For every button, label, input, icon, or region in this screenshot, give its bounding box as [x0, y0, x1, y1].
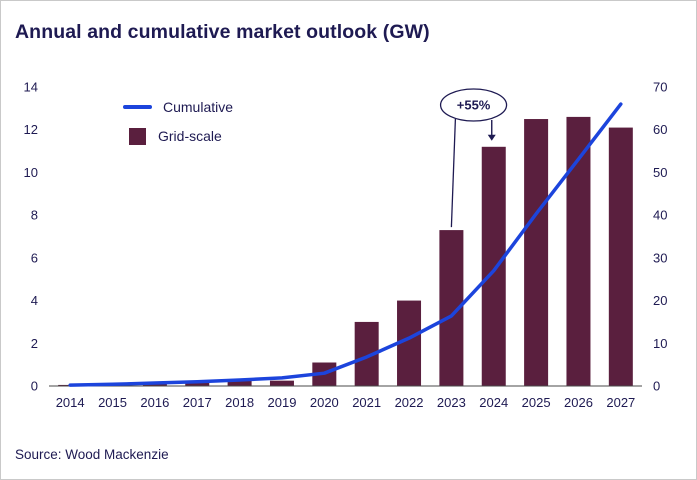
left-axis-tick: 10 [24, 165, 38, 180]
x-axis-label-2019: 2019 [268, 395, 297, 410]
annotation-arrowhead [487, 134, 496, 141]
right-axis-tick: 40 [653, 208, 667, 223]
left-axis-tick: 8 [31, 208, 38, 223]
legend-label-grid-scale: Grid-scale [158, 128, 222, 144]
legend-label-cumulative: Cumulative [163, 99, 234, 115]
x-axis-label-2027: 2027 [606, 395, 635, 410]
bar-2027 [608, 127, 633, 386]
bar-2025 [524, 119, 549, 387]
x-axis-label-2025: 2025 [522, 395, 551, 410]
left-axis-tick: 14 [24, 80, 38, 95]
left-axis-tick: 12 [24, 122, 38, 137]
cumulative-line [68, 102, 623, 387]
annotation-text: +55% [457, 98, 491, 113]
x-axis-label-2017: 2017 [183, 395, 212, 410]
grid-scale-swatch [129, 127, 146, 145]
legend: Cumulative Grid-scale [123, 97, 233, 155]
legend-item-cumulative: Cumulative [123, 97, 233, 117]
bar-2018 [227, 380, 252, 386]
right-axis-tick: 0 [653, 379, 660, 394]
right-axis-tick: 60 [653, 122, 667, 137]
x-axis-label-2015: 2015 [98, 395, 127, 410]
annotation-connector-line [450, 118, 457, 228]
bar-2024 [481, 146, 506, 386]
source-note: Source: Wood Mackenzie [15, 447, 169, 462]
x-axis-label-2026: 2026 [564, 395, 593, 410]
right-axis-tick: 50 [653, 165, 667, 180]
right-axis-tick: 10 [653, 336, 667, 351]
page-title: Annual and cumulative market outlook (GW… [15, 21, 430, 43]
left-axis-tick: 0 [31, 379, 38, 394]
left-axis-tick: 6 [31, 250, 38, 265]
x-axis-label-2016: 2016 [140, 395, 169, 410]
x-axis-label-2020: 2020 [310, 395, 339, 410]
legend-item-grid-scale: Grid-scale [123, 126, 233, 146]
annotation-ellipse [439, 88, 508, 122]
x-axis-label-2021: 2021 [352, 395, 381, 410]
right-axis-tick: 20 [653, 293, 667, 308]
right-axis-tick: 70 [653, 80, 667, 95]
left-axis-tick: 4 [31, 293, 38, 308]
x-axis-label-2018: 2018 [225, 395, 254, 410]
cumulative-line-swatch [123, 105, 152, 109]
x-axis-label-2023: 2023 [437, 395, 466, 410]
bar-2019 [269, 380, 294, 386]
left-axis-tick: 2 [31, 336, 38, 351]
x-axis-label-2014: 2014 [56, 395, 85, 410]
x-axis-label-2022: 2022 [395, 395, 424, 410]
right-axis-tick: 30 [653, 250, 667, 265]
x-axis-label-2024: 2024 [479, 395, 508, 410]
bar-2017 [185, 381, 210, 386]
